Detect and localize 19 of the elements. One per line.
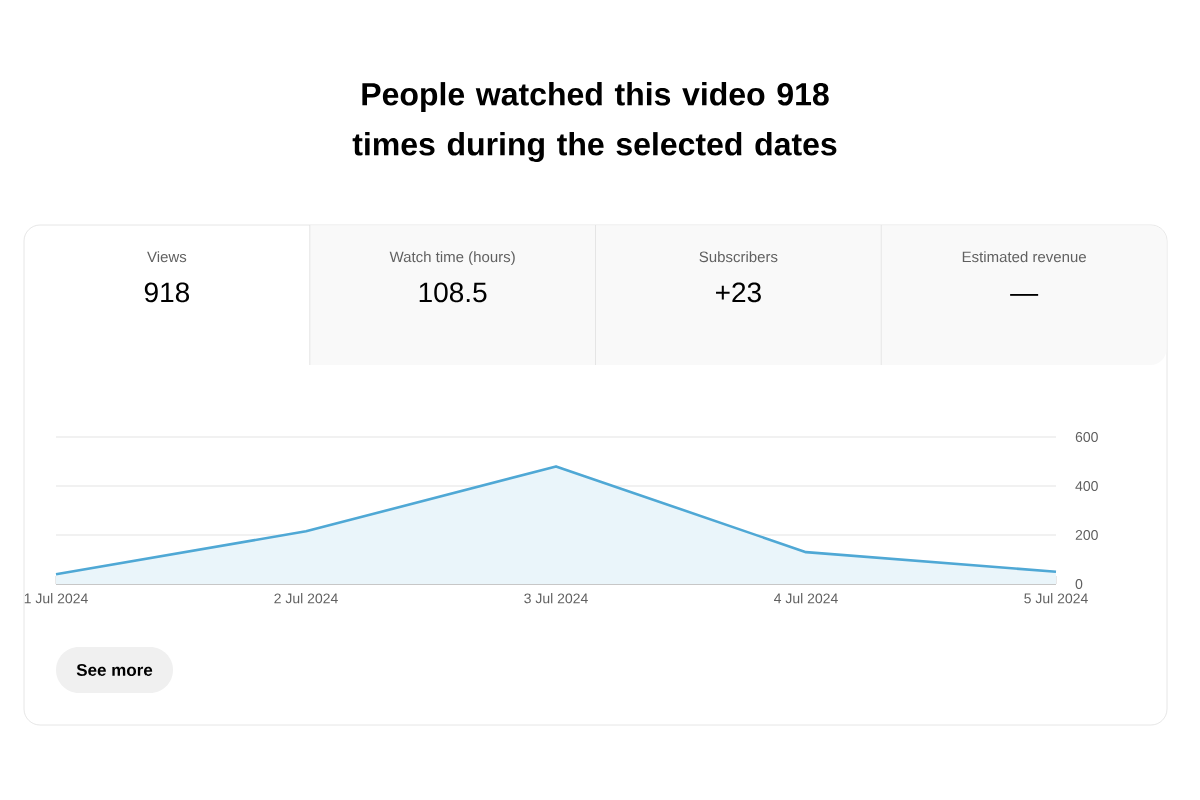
y-tick-label: 200 (1075, 530, 1098, 540)
x-tick-label: 5 Jul 2024 (1024, 593, 1088, 604)
y-tick-label: 0 (1075, 579, 1083, 589)
x-tick-label: 2 Jul 2024 (274, 593, 338, 604)
text: Watch time (hours) (389, 251, 515, 266)
text: 918 (144, 282, 190, 303)
text: — (1010, 293, 1039, 296)
x-tick-label: 4 Jul 2024 (774, 593, 838, 604)
x-tick-label: 1 Jul 2024 (24, 593, 88, 604)
text: +23 (716, 282, 761, 303)
text: 108.5 (419, 282, 487, 303)
x-tick-label: 3 Jul 2024 (524, 593, 588, 604)
text: Estimated revenue (962, 251, 1086, 263)
chart-title: People watched this video 918 times during the selected dates (352, 82, 837, 163)
y-tick-label: 600 (1075, 432, 1098, 442)
text: Subscribers (699, 251, 778, 263)
text: Views (147, 251, 187, 263)
y-tick-label: 400 (1075, 481, 1098, 491)
text: See more (76, 664, 153, 677)
